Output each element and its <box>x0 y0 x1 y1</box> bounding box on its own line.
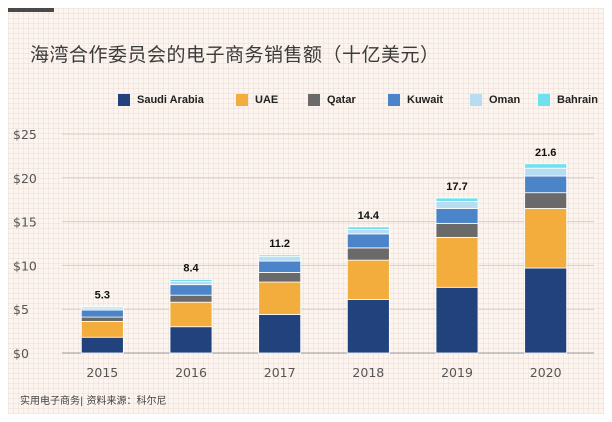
legend-item-oman: Oman <box>470 94 520 106</box>
bar-segment-kuwait-2018 <box>346 233 390 249</box>
total-label: 21.6 <box>535 147 556 159</box>
legend-swatch <box>118 94 130 106</box>
legend-label: Kuwait <box>407 94 444 106</box>
bar-segment-uae-2019 <box>435 236 479 288</box>
total-label: 5.3 <box>95 290 110 302</box>
accent-bar <box>8 8 54 12</box>
x-tick-label: 2018 <box>352 365 384 380</box>
bar-segment-kuwait-2017 <box>258 260 302 273</box>
bar-segment-bahrain-2018 <box>346 226 390 230</box>
y-tick-label: $25 <box>13 127 37 142</box>
bar-segment-uae-2016 <box>169 301 213 328</box>
bar-segment-bahrain-2020 <box>524 163 568 169</box>
legend-item-uae: UAE <box>236 94 278 106</box>
bar-segment-uae-2018 <box>346 259 390 300</box>
bar-segment-oman-2019 <box>435 201 479 209</box>
legend-item-qatar: Qatar <box>308 94 356 106</box>
total-label: 11.2 <box>269 238 290 250</box>
y-tick-label: $0 <box>13 346 29 361</box>
chart-card: 海湾合作委员会的电子商务销售额（十亿美元） Saudi Arabia UAE Qat… <box>8 8 604 414</box>
bar-segment-qatar-2020 <box>524 192 568 209</box>
legend-item-kuwait: Kuwait <box>388 94 443 106</box>
bar-segment-saudi-arabia-2019 <box>435 286 479 354</box>
legend-swatch <box>538 94 550 106</box>
bar-segment-bahrain-2016 <box>169 279 213 283</box>
x-tick-label: 2016 <box>175 365 207 380</box>
bar-segment-kuwait-2016 <box>169 284 213 296</box>
bar-segment-saudi-arabia-2020 <box>524 267 568 354</box>
total-label: 8.4 <box>183 262 199 274</box>
bar-segment-qatar-2016 <box>169 294 213 303</box>
x-tick-label: 2020 <box>530 365 562 380</box>
x-tick-label: 2017 <box>264 365 296 380</box>
bar-segment-kuwait-2020 <box>524 175 568 194</box>
bar-segment-qatar-2019 <box>435 222 479 238</box>
bar-segment-oman-2018 <box>346 229 390 235</box>
y-tick-label: $15 <box>13 215 37 230</box>
bar-segment-qatar-2017 <box>258 272 302 283</box>
legend-item-saudi-arabia: Saudi Arabia <box>118 94 204 106</box>
x-tick-label: 2019 <box>441 365 473 380</box>
legend-label: Qatar <box>327 94 356 106</box>
legend-label: Bahrain <box>557 94 598 106</box>
bar-segment-qatar-2015 <box>80 316 124 322</box>
y-tick-label: $5 <box>13 302 29 317</box>
legend-swatch <box>308 94 320 106</box>
bar-segment-bahrain-2015 <box>80 306 124 309</box>
bar-segment-qatar-2018 <box>346 247 390 261</box>
chart-plot: $0 $5 $10 $15 $20 $25 5.3 2015 8.4 2016 11.2 2017 14… <box>13 127 594 380</box>
x-tick-label: 2015 <box>86 365 118 380</box>
y-tick-label: $20 <box>13 171 37 186</box>
bar-segment-bahrain-2019 <box>435 197 479 202</box>
bar-segment-saudi-arabia-2018 <box>346 299 390 354</box>
bar-segment-oman-2016 <box>169 281 213 286</box>
bar-segment-oman-2017 <box>258 256 302 262</box>
bar-segment-uae-2020 <box>524 208 568 269</box>
legend-item-bahrain: Bahrain <box>538 94 598 106</box>
legend-label: Saudi Arabia <box>137 94 204 106</box>
bar-segment-oman-2020 <box>524 167 568 177</box>
y-tick-label: $10 <box>13 258 37 273</box>
legend-swatch <box>388 94 400 106</box>
legend-label: Oman <box>489 94 521 106</box>
legend-label: UAE <box>255 94 279 106</box>
total-label: 17.7 <box>446 181 467 193</box>
bar-segment-kuwait-2019 <box>435 208 479 224</box>
bar-segment-bahrain-2017 <box>258 254 302 258</box>
bar-segment-uae-2015 <box>80 321 124 338</box>
bar-segment-uae-2017 <box>258 281 302 315</box>
chart-title: 海湾合作委员会的电子商务销售额（十亿美元） <box>30 44 440 66</box>
legend: Saudi Arabia UAE Qatar Kuwait Oman Bahrain <box>118 94 604 112</box>
bar-segment-saudi-arabia-2017 <box>258 314 302 354</box>
source-note: 实用电子商务| 资料来源：科尔尼 <box>20 396 167 407</box>
legend-swatch <box>470 94 482 106</box>
legend-swatch <box>236 94 248 106</box>
total-label: 14.4 <box>358 210 380 222</box>
bar-segment-saudi-arabia-2016 <box>169 326 213 354</box>
bar-segment-kuwait-2015 <box>80 309 124 318</box>
bar-segment-saudi-arabia-2015 <box>80 336 124 354</box>
